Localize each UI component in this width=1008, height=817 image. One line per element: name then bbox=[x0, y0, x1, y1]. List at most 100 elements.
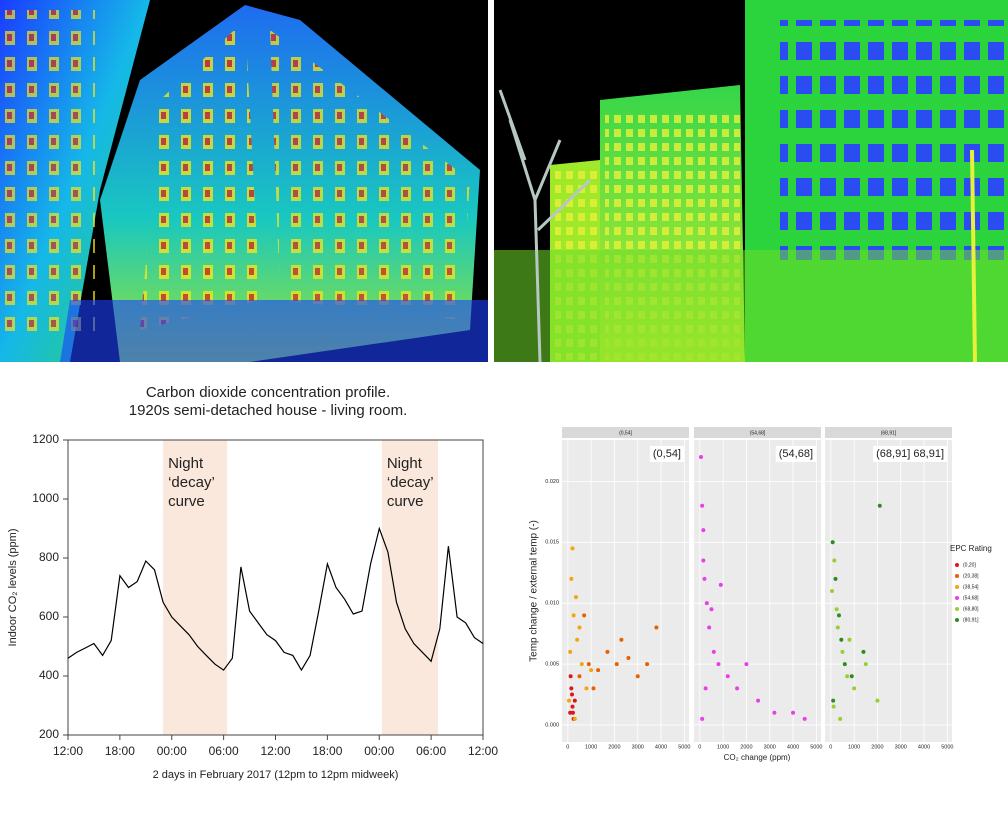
x-tick-label: 12:00 bbox=[468, 744, 498, 758]
x-tick-label: 00:00 bbox=[157, 744, 187, 758]
shaded-region bbox=[381, 440, 439, 735]
x-tick-label: 06:00 bbox=[416, 744, 446, 758]
point bbox=[626, 655, 631, 660]
x-tick-label: 12:00 bbox=[53, 744, 83, 758]
chart-title: Carbon dioxide concentration profile. bbox=[146, 384, 390, 401]
point bbox=[566, 698, 571, 703]
annotation: curve bbox=[387, 493, 424, 510]
line-chart: Carbon dioxide concentration profile.192… bbox=[7, 384, 498, 781]
point bbox=[573, 595, 578, 600]
x-tick-label: 5000 bbox=[941, 744, 953, 750]
scatter-chart: (0,54] 0.000 0.005 0.010 0.015 0.020 0 1000 2000… bbox=[529, 427, 992, 762]
point bbox=[571, 613, 576, 618]
legend-title: EPC Rating bbox=[950, 544, 992, 553]
x-tick-label: 4000 bbox=[655, 744, 667, 750]
x-tick-label: 3000 bbox=[764, 744, 776, 750]
point bbox=[835, 625, 840, 630]
point bbox=[586, 662, 591, 667]
panel-label-box bbox=[775, 445, 816, 462]
point bbox=[579, 662, 584, 667]
point bbox=[849, 674, 854, 679]
x-tick-label: 4000 bbox=[918, 744, 930, 750]
point bbox=[572, 698, 577, 703]
point bbox=[802, 716, 807, 721]
y-tick-label: 200 bbox=[39, 727, 59, 741]
point bbox=[569, 686, 574, 691]
point bbox=[834, 607, 839, 612]
panel-label-box bbox=[649, 445, 684, 462]
point bbox=[704, 601, 709, 606]
legend-label: (38,54] bbox=[963, 584, 979, 590]
x-tick-label: 0 bbox=[698, 744, 701, 750]
x-tick-label: 18:00 bbox=[312, 744, 342, 758]
legend-swatch bbox=[955, 596, 959, 600]
y-tick-label: 800 bbox=[39, 550, 59, 564]
y-axis-label: Temp change / external temp (-) bbox=[529, 520, 540, 662]
point bbox=[596, 668, 601, 673]
annotation: Night bbox=[387, 455, 423, 472]
panel-label: (0,54] bbox=[653, 448, 681, 460]
point bbox=[568, 674, 573, 679]
x-tick-label: 2000 bbox=[740, 744, 752, 750]
strip-label: (68,91] bbox=[881, 430, 897, 436]
legend-swatch bbox=[955, 618, 959, 622]
point bbox=[570, 704, 575, 709]
point bbox=[568, 710, 573, 715]
x-tick-label: 00:00 bbox=[364, 744, 394, 758]
point bbox=[829, 589, 834, 593]
x-tick-label: 3000 bbox=[895, 744, 907, 750]
x-tick-label: 1000 bbox=[585, 744, 597, 750]
x-axis-label: CO₂ change (ppm) bbox=[724, 753, 791, 762]
x-tick-label: 0 bbox=[829, 744, 832, 750]
point bbox=[756, 698, 761, 703]
point bbox=[570, 692, 575, 697]
point bbox=[836, 613, 841, 618]
y-axis-label: Indoor CO₂ levels (ppm) bbox=[7, 529, 19, 647]
point bbox=[645, 662, 650, 667]
point bbox=[833, 576, 838, 581]
point bbox=[791, 710, 796, 715]
x-tick-label: 5000 bbox=[678, 744, 690, 750]
thermal-photo-right bbox=[494, 0, 1008, 363]
thermal-photo-left bbox=[0, 0, 488, 362]
point bbox=[839, 637, 844, 642]
point bbox=[698, 455, 703, 460]
strip-label: (54,68] bbox=[750, 430, 766, 436]
point bbox=[772, 710, 777, 715]
point bbox=[569, 576, 574, 581]
strip bbox=[694, 427, 821, 438]
x-tick-label: 4000 bbox=[787, 744, 799, 750]
point bbox=[711, 649, 716, 654]
annotation: ‘decay’ bbox=[387, 474, 434, 491]
point bbox=[744, 662, 749, 667]
legend-swatch bbox=[955, 585, 959, 589]
point bbox=[735, 686, 740, 691]
point bbox=[584, 686, 589, 691]
panel-label: (54,68] bbox=[779, 448, 813, 460]
y-tick-label: 0.015 bbox=[545, 540, 559, 546]
strip bbox=[825, 427, 952, 438]
x-tick-label: 1000 bbox=[848, 744, 860, 750]
point bbox=[838, 716, 843, 721]
point bbox=[852, 686, 857, 691]
y-tick-label: 0.000 bbox=[545, 722, 559, 728]
x-tick-label: 3000 bbox=[632, 744, 644, 750]
point bbox=[832, 558, 837, 563]
point bbox=[577, 625, 582, 630]
point bbox=[577, 674, 582, 679]
y-tick-label: 0.010 bbox=[545, 601, 559, 607]
x-axis-label: 2 days in February 2017 (12pm to 12pm mi… bbox=[153, 769, 399, 781]
point bbox=[572, 716, 577, 721]
point bbox=[589, 668, 594, 673]
point bbox=[840, 649, 845, 654]
point bbox=[570, 546, 575, 551]
y-tick-label: 1200 bbox=[32, 432, 59, 446]
point bbox=[703, 686, 708, 691]
shaded-region bbox=[163, 440, 228, 735]
panel bbox=[562, 440, 689, 742]
point bbox=[701, 558, 706, 563]
legend-swatch bbox=[955, 607, 959, 611]
point bbox=[575, 637, 580, 642]
point bbox=[830, 540, 835, 545]
